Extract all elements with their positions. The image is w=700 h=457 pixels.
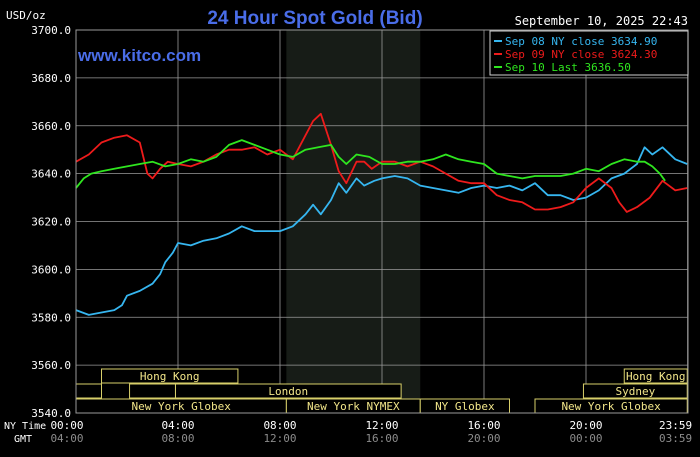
x-axis-ticks: 00:0004:0004:0008:0008:0012:0012:0016:00… xyxy=(50,419,692,445)
brand-watermark: www.kitco.com xyxy=(77,46,201,65)
session-label: New York NYMEX xyxy=(307,400,400,413)
x-tick-label-ny: 16:00 xyxy=(467,419,500,432)
legend-entry: Sep 10 Last 3636.50 xyxy=(505,61,631,74)
x-tick-label-ny: 23:59 xyxy=(659,419,692,432)
x-tick-label-gmt: 12:00 xyxy=(263,432,296,445)
x-tick-label-gmt: 03:59 xyxy=(659,432,692,445)
session-box xyxy=(623,368,688,384)
plot-border xyxy=(75,29,689,414)
y-tick-label: 3580.0 xyxy=(31,311,71,324)
date-time-stamp: September 10, 2025 22:43 xyxy=(515,14,688,28)
session-label: Sydney xyxy=(615,385,655,398)
x-tick-label-ny: 00:00 xyxy=(50,419,83,432)
market-sessions: Hong Kong Hong Kong London Sydney New York G… xyxy=(75,368,688,414)
session-label: Hong Kong xyxy=(140,370,200,383)
session-label: London xyxy=(268,385,308,398)
y-tick-label: 3600.0 xyxy=(31,263,71,276)
session-box xyxy=(101,368,239,384)
x-tick-label-ny: 08:00 xyxy=(263,419,296,432)
legend-box xyxy=(489,30,689,76)
x-axis-label-ny: NY Time xyxy=(4,421,46,432)
x-tick-label-gmt: 16:00 xyxy=(365,432,398,445)
x-tick-label-gmt: 00:00 xyxy=(569,432,602,445)
y-tick-label: 3700.0 xyxy=(31,24,71,37)
series-line-3 xyxy=(75,139,666,189)
x-tick-label-gmt: 08:00 xyxy=(161,432,194,445)
x-tick-label-ny: 04:00 xyxy=(161,419,194,432)
y-tick-label: 3680.0 xyxy=(31,72,71,85)
legend-entry: Sep 08 NY close 3634.90 xyxy=(505,35,657,48)
session-label: New York Globex xyxy=(561,400,661,413)
series-line-1 xyxy=(75,146,688,316)
x-tick-label-ny: 20:00 xyxy=(569,419,602,432)
session-label: Hong Kong xyxy=(626,370,686,383)
session-box xyxy=(129,383,176,399)
y-axis-ticks: 3540.0 3560.0 3580.0 3600.0 3620.0 3640.0 3660… xyxy=(31,24,71,420)
series-lines xyxy=(75,112,688,316)
x-tick-label-ny: 12:00 xyxy=(365,419,398,432)
chart-title: 24 Hour Spot Gold (Bid) xyxy=(207,8,422,29)
y-tick-label: 3560.0 xyxy=(31,359,71,372)
y-tick-label: 3660.0 xyxy=(31,120,71,133)
session-label: New York Globex xyxy=(132,400,232,413)
x-axis-label-gmt: GMT xyxy=(14,434,32,445)
y-tick-label: 3620.0 xyxy=(31,216,71,229)
y-unit-label: USD/oz xyxy=(6,9,46,22)
session-box xyxy=(582,383,688,399)
session-box xyxy=(75,383,102,399)
legend-entry: Sep 09 NY close 3624.30 xyxy=(505,48,657,61)
y-tick-label: 3540.0 xyxy=(31,407,71,420)
series-line-2 xyxy=(75,112,688,213)
plot-area: Hong Kong Hong Kong London Sydney New York G… xyxy=(75,29,689,414)
session-label: NY Globex xyxy=(435,400,495,413)
y-tick-label: 3640.0 xyxy=(31,168,71,181)
x-tick-label-gmt: 20:00 xyxy=(467,432,500,445)
x-tick-label-gmt: 04:00 xyxy=(50,432,83,445)
